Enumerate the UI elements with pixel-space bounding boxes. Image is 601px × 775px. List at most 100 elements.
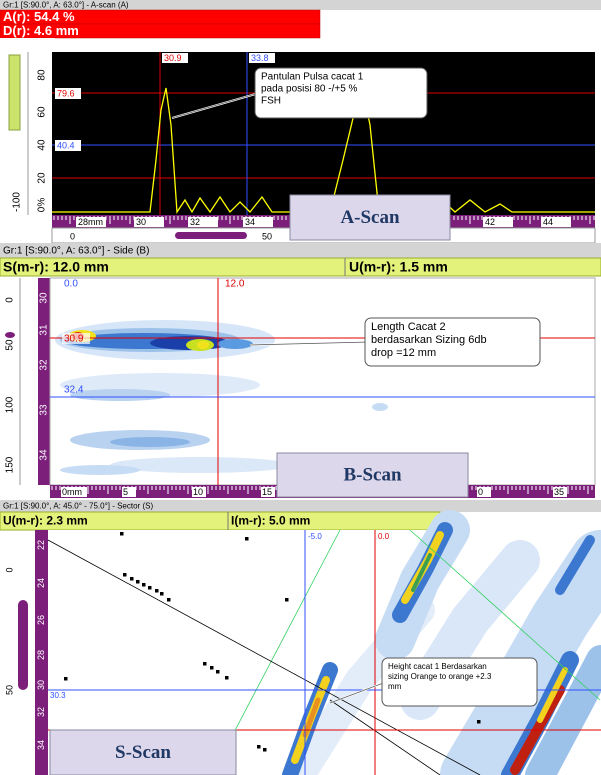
scroll-tick-label: 50 [262, 231, 272, 241]
left-tick-label: 50 [5, 339, 16, 351]
level-label: 79.6 [57, 88, 75, 98]
badge-text: A-Scan [340, 207, 400, 228]
y-tick-label: 40 [37, 139, 48, 151]
depth-tick-label: 34 [39, 449, 50, 461]
view-marker [5, 332, 15, 338]
left-label: -100 [12, 192, 23, 212]
scroll-tick-label: 0 [70, 231, 75, 241]
depth-tick-label: 32 [39, 359, 50, 371]
cursor-label: 12.0 [225, 279, 245, 290]
depth-tick-label: 28 [36, 650, 46, 660]
depth-tick-label: 30 [36, 680, 46, 690]
callout-text: berdasarkan Sizing 6db [371, 334, 487, 346]
level-label: 30.9 [64, 334, 84, 345]
badge-text: S-Scan [115, 742, 171, 763]
reading-dot [210, 666, 214, 670]
reading-dot [203, 662, 207, 666]
callout-text: Height cacat 1 Berdasarkan [388, 662, 487, 671]
readout: U(m-r): 1.5 mm [349, 259, 448, 275]
reading-dot [285, 598, 289, 602]
cursor-label: 0.0 [378, 532, 390, 541]
panel-title: Gr:1 [S:90.0°, A: 63.0°] - Side (B) [3, 246, 149, 257]
callout-text: drop =12 mm [371, 347, 436, 359]
depth-tick-label: 32 [36, 707, 46, 717]
reading-dot [136, 580, 140, 584]
x-tick-label: 5 [123, 487, 128, 497]
reading-dot [123, 573, 127, 577]
left-tick-label: 0 [4, 567, 14, 572]
scroll-thumb[interactable] [175, 232, 247, 239]
reading-dot [142, 583, 146, 587]
echo [197, 341, 209, 349]
left-tick-label: 100 [5, 396, 16, 413]
reading-dot [477, 720, 481, 724]
callout-text: mm [388, 682, 402, 691]
depth-tick-label: 33 [39, 404, 50, 416]
echo [110, 437, 190, 447]
callout-text: sizing Orange to orange +2.3 [388, 672, 492, 681]
x-tick-label: 0 [478, 487, 483, 497]
x-tick-label: 42 [485, 217, 495, 227]
cursor-label: 0.0 [64, 279, 78, 290]
callout-text: FSH [261, 96, 281, 107]
x-tick-label: 0mm [62, 487, 82, 497]
depth-tick-label: 24 [36, 578, 46, 588]
reading-dot [216, 670, 220, 674]
screen: Gr:1 [S:90.0°, A: 63.0°] - A-scan (A)A(r… [0, 0, 601, 775]
y-tick-label: 20 [37, 172, 48, 184]
callout-text: Length Cacat 2 [371, 321, 446, 333]
x-tick-label: 30 [136, 217, 146, 227]
left-tick-label: 150 [5, 456, 16, 473]
x-tick-label: 35 [554, 487, 564, 497]
depth-tick-label: 22 [36, 540, 46, 550]
reading-dot [160, 592, 164, 596]
reading-dot [225, 676, 229, 680]
gain-slider [9, 55, 20, 130]
echo [372, 403, 388, 411]
reading-dot [64, 677, 68, 681]
reading-dot [148, 586, 152, 590]
readout: U(m-r): 2.3 mm [3, 514, 88, 528]
page: {"a_scan":{"title":"Gr:1 [S:90.0°, A: 63… [0, 0, 601, 775]
reading-dot [155, 589, 159, 593]
x-tick-label: 15 [262, 487, 272, 497]
level-label: 32.4 [64, 385, 84, 396]
callout-text: Pantulan Pulsa cacat 1 [261, 72, 364, 83]
x-tick-label: 44 [543, 217, 553, 227]
x-tick-label: 32 [190, 217, 200, 227]
level-label: 30.3 [50, 691, 66, 700]
reading-dot [257, 745, 261, 749]
depth-tick-label: 26 [36, 615, 46, 625]
y-tick-label: 0% [37, 198, 48, 213]
reading-dot [263, 748, 267, 752]
view-slider[interactable] [18, 600, 28, 690]
cursor-label: 33.8 [251, 53, 269, 63]
level-label: 40.4 [57, 140, 75, 150]
reading-dot [130, 577, 134, 581]
readout: A(r): 54.4 % [3, 9, 75, 24]
badge-text: B-Scan [343, 464, 402, 485]
x-tick-label: 28mm [78, 217, 103, 227]
readout: S(m-r): 12.0 mm [3, 259, 109, 275]
reading-dot [245, 537, 249, 541]
echo [70, 389, 170, 401]
x-tick-label: 34 [245, 217, 255, 227]
cursor-label: 30.9 [164, 53, 182, 63]
echo [60, 465, 140, 475]
depth-tick-label: 30 [39, 292, 50, 304]
depth-tick-label: 31 [39, 324, 50, 336]
reading-dot [167, 598, 171, 602]
readout: D(r): 4.6 mm [3, 23, 79, 38]
left-tick-label: 50 [4, 685, 14, 695]
callout-text: pada posisi 80 -/+5 % [261, 84, 358, 95]
cursor-label: -5.0 [308, 532, 322, 541]
echo [217, 339, 253, 349]
depth-tick-label: 34 [36, 740, 46, 750]
x-tick-label: 10 [193, 487, 203, 497]
y-tick-label: 80 [37, 69, 48, 81]
reading-dot [120, 532, 124, 536]
panel-title: Gr:1 [S:90.0°, A: 45.0° - 75.0°] - Secto… [3, 502, 153, 511]
left-tick-label: 0 [5, 297, 16, 303]
readout: I(m-r): 5.0 mm [231, 514, 310, 528]
y-tick-label: 60 [37, 106, 48, 118]
